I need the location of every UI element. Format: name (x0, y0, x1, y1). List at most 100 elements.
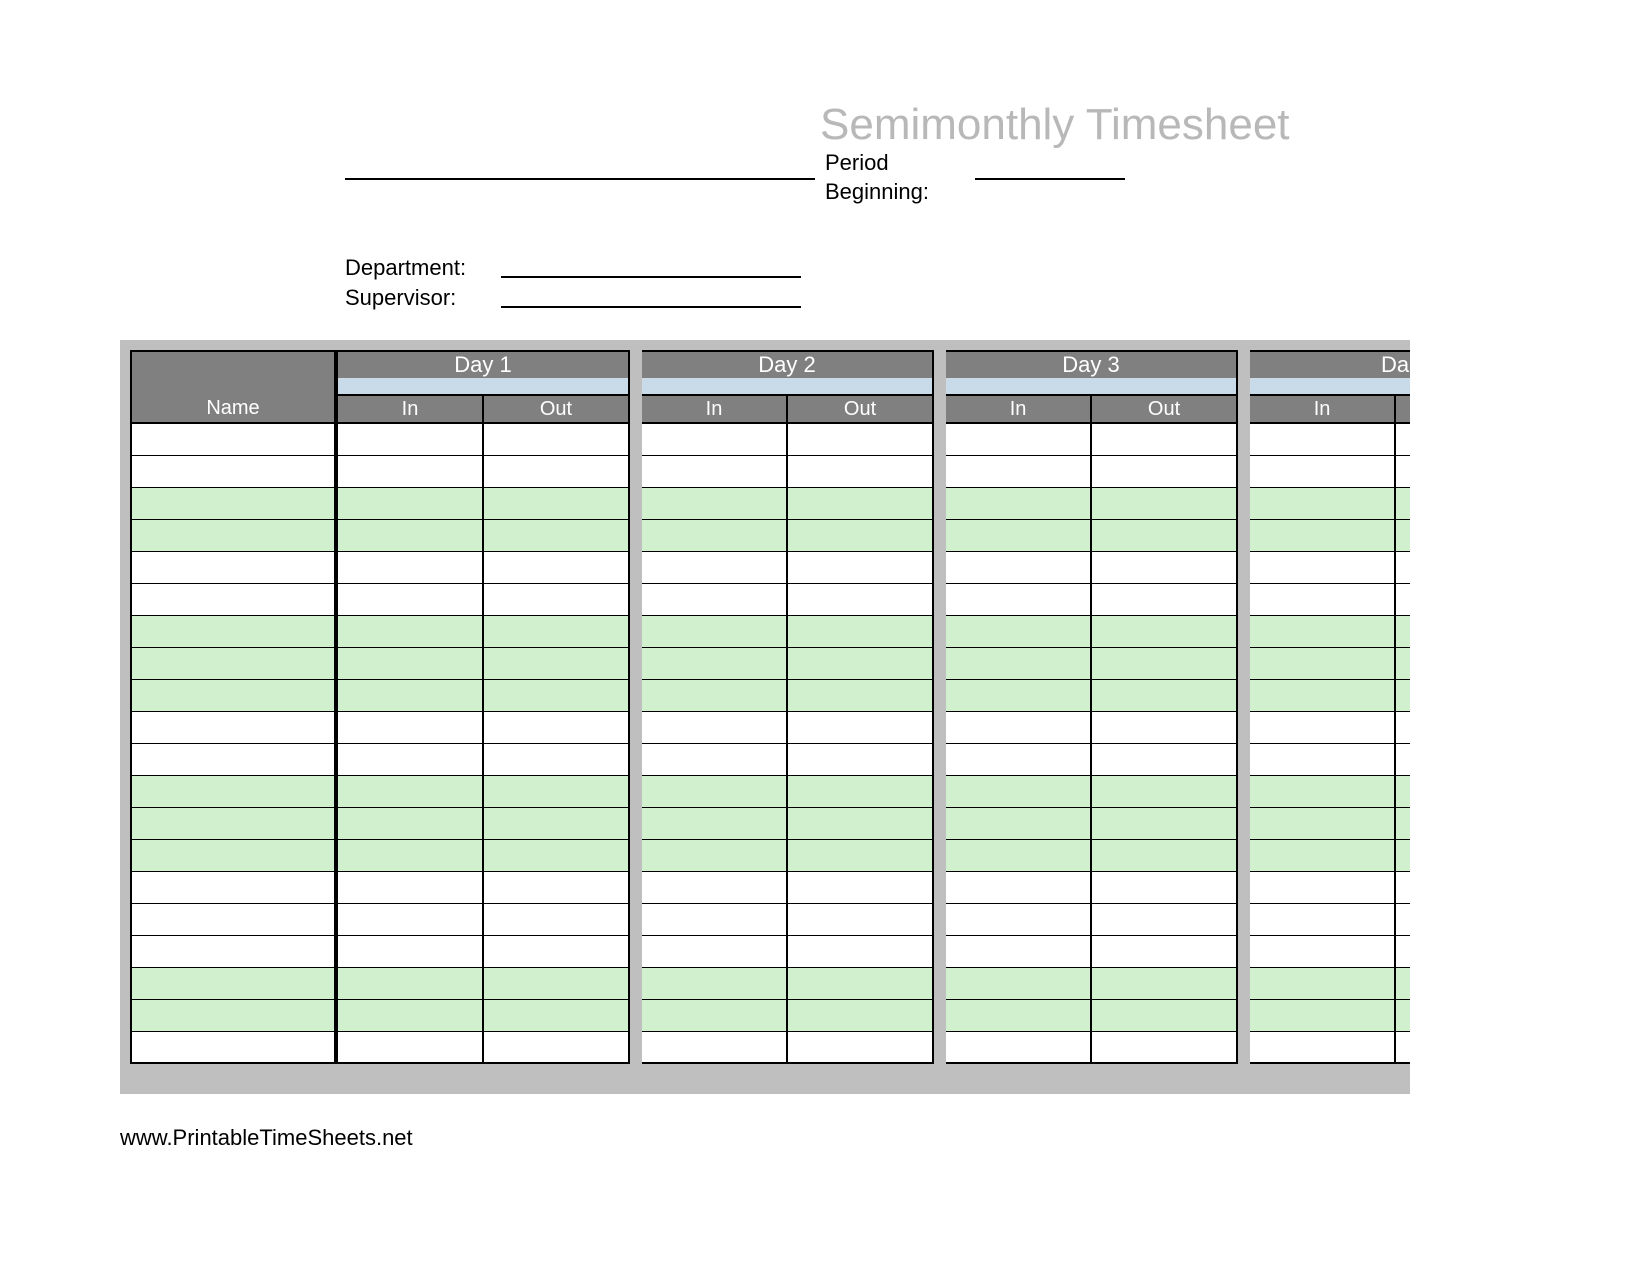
in-cell[interactable] (338, 680, 484, 712)
out-cell[interactable] (1092, 488, 1238, 520)
out-cell[interactable] (484, 584, 630, 616)
out-cell[interactable] (1092, 872, 1238, 904)
out-cell[interactable] (484, 616, 630, 648)
in-cell[interactable] (946, 616, 1092, 648)
out-cell[interactable] (1396, 872, 1410, 904)
in-cell[interactable] (642, 488, 788, 520)
department-line[interactable] (501, 276, 801, 278)
out-cell[interactable] (788, 488, 934, 520)
in-cell[interactable] (946, 680, 1092, 712)
in-cell[interactable] (946, 904, 1092, 936)
in-cell[interactable] (946, 424, 1092, 456)
in-cell[interactable] (946, 936, 1092, 968)
in-cell[interactable] (642, 680, 788, 712)
name-cell[interactable] (130, 552, 338, 584)
out-cell[interactable] (1092, 904, 1238, 936)
out-cell[interactable] (788, 840, 934, 872)
out-cell[interactable] (1396, 456, 1410, 488)
out-cell[interactable] (1396, 680, 1410, 712)
out-cell[interactable] (1396, 520, 1410, 552)
in-cell[interactable] (1250, 1032, 1396, 1064)
out-cell[interactable] (1092, 968, 1238, 1000)
name-cell[interactable] (130, 488, 338, 520)
name-blank-line[interactable] (345, 178, 815, 180)
in-cell[interactable] (338, 520, 484, 552)
out-cell[interactable] (788, 936, 934, 968)
out-cell[interactable] (1396, 552, 1410, 584)
out-cell[interactable] (484, 424, 630, 456)
in-cell[interactable] (338, 936, 484, 968)
name-cell[interactable] (130, 936, 338, 968)
in-cell[interactable] (1250, 488, 1396, 520)
in-cell[interactable] (338, 744, 484, 776)
in-cell[interactable] (946, 872, 1092, 904)
name-cell[interactable] (130, 968, 338, 1000)
name-cell[interactable] (130, 776, 338, 808)
out-cell[interactable] (484, 456, 630, 488)
in-cell[interactable] (1250, 520, 1396, 552)
out-cell[interactable] (1092, 936, 1238, 968)
out-cell[interactable] (1092, 424, 1238, 456)
out-cell[interactable] (484, 552, 630, 584)
in-cell[interactable] (946, 712, 1092, 744)
out-cell[interactable] (788, 1032, 934, 1064)
name-cell[interactable] (130, 456, 338, 488)
out-cell[interactable] (484, 872, 630, 904)
out-cell[interactable] (1396, 1000, 1410, 1032)
out-cell[interactable] (484, 744, 630, 776)
in-cell[interactable] (1250, 968, 1396, 1000)
in-cell[interactable] (642, 872, 788, 904)
in-cell[interactable] (946, 808, 1092, 840)
out-cell[interactable] (788, 776, 934, 808)
out-cell[interactable] (1396, 1032, 1410, 1064)
name-cell[interactable] (130, 1000, 338, 1032)
in-cell[interactable] (1250, 840, 1396, 872)
in-cell[interactable] (946, 552, 1092, 584)
in-cell[interactable] (642, 1000, 788, 1032)
in-cell[interactable] (1250, 456, 1396, 488)
name-cell[interactable] (130, 840, 338, 872)
in-cell[interactable] (642, 424, 788, 456)
in-cell[interactable] (338, 584, 484, 616)
in-cell[interactable] (338, 904, 484, 936)
in-cell[interactable] (946, 968, 1092, 1000)
in-cell[interactable] (338, 840, 484, 872)
in-cell[interactable] (946, 840, 1092, 872)
in-cell[interactable] (338, 1032, 484, 1064)
in-cell[interactable] (1250, 872, 1396, 904)
in-cell[interactable] (338, 424, 484, 456)
in-cell[interactable] (1250, 584, 1396, 616)
in-cell[interactable] (1250, 680, 1396, 712)
in-cell[interactable] (946, 456, 1092, 488)
out-cell[interactable] (788, 1000, 934, 1032)
out-cell[interactable] (1092, 680, 1238, 712)
in-cell[interactable] (338, 456, 484, 488)
out-cell[interactable] (1092, 520, 1238, 552)
out-cell[interactable] (1092, 648, 1238, 680)
in-cell[interactable] (338, 552, 484, 584)
in-cell[interactable] (1250, 712, 1396, 744)
period-beginning-line[interactable] (975, 178, 1125, 180)
in-cell[interactable] (946, 744, 1092, 776)
out-cell[interactable] (1396, 488, 1410, 520)
out-cell[interactable] (1092, 776, 1238, 808)
in-cell[interactable] (1250, 808, 1396, 840)
out-cell[interactable] (788, 424, 934, 456)
out-cell[interactable] (484, 1000, 630, 1032)
name-cell[interactable] (130, 584, 338, 616)
name-cell[interactable] (130, 1032, 338, 1064)
out-cell[interactable] (1092, 840, 1238, 872)
name-cell[interactable] (130, 744, 338, 776)
out-cell[interactable] (1092, 712, 1238, 744)
out-cell[interactable] (1396, 808, 1410, 840)
in-cell[interactable] (338, 776, 484, 808)
out-cell[interactable] (788, 456, 934, 488)
out-cell[interactable] (1396, 616, 1410, 648)
out-cell[interactable] (484, 1032, 630, 1064)
in-cell[interactable] (946, 776, 1092, 808)
in-cell[interactable] (642, 968, 788, 1000)
in-cell[interactable] (946, 1000, 1092, 1032)
out-cell[interactable] (788, 712, 934, 744)
name-cell[interactable] (130, 648, 338, 680)
out-cell[interactable] (788, 584, 934, 616)
